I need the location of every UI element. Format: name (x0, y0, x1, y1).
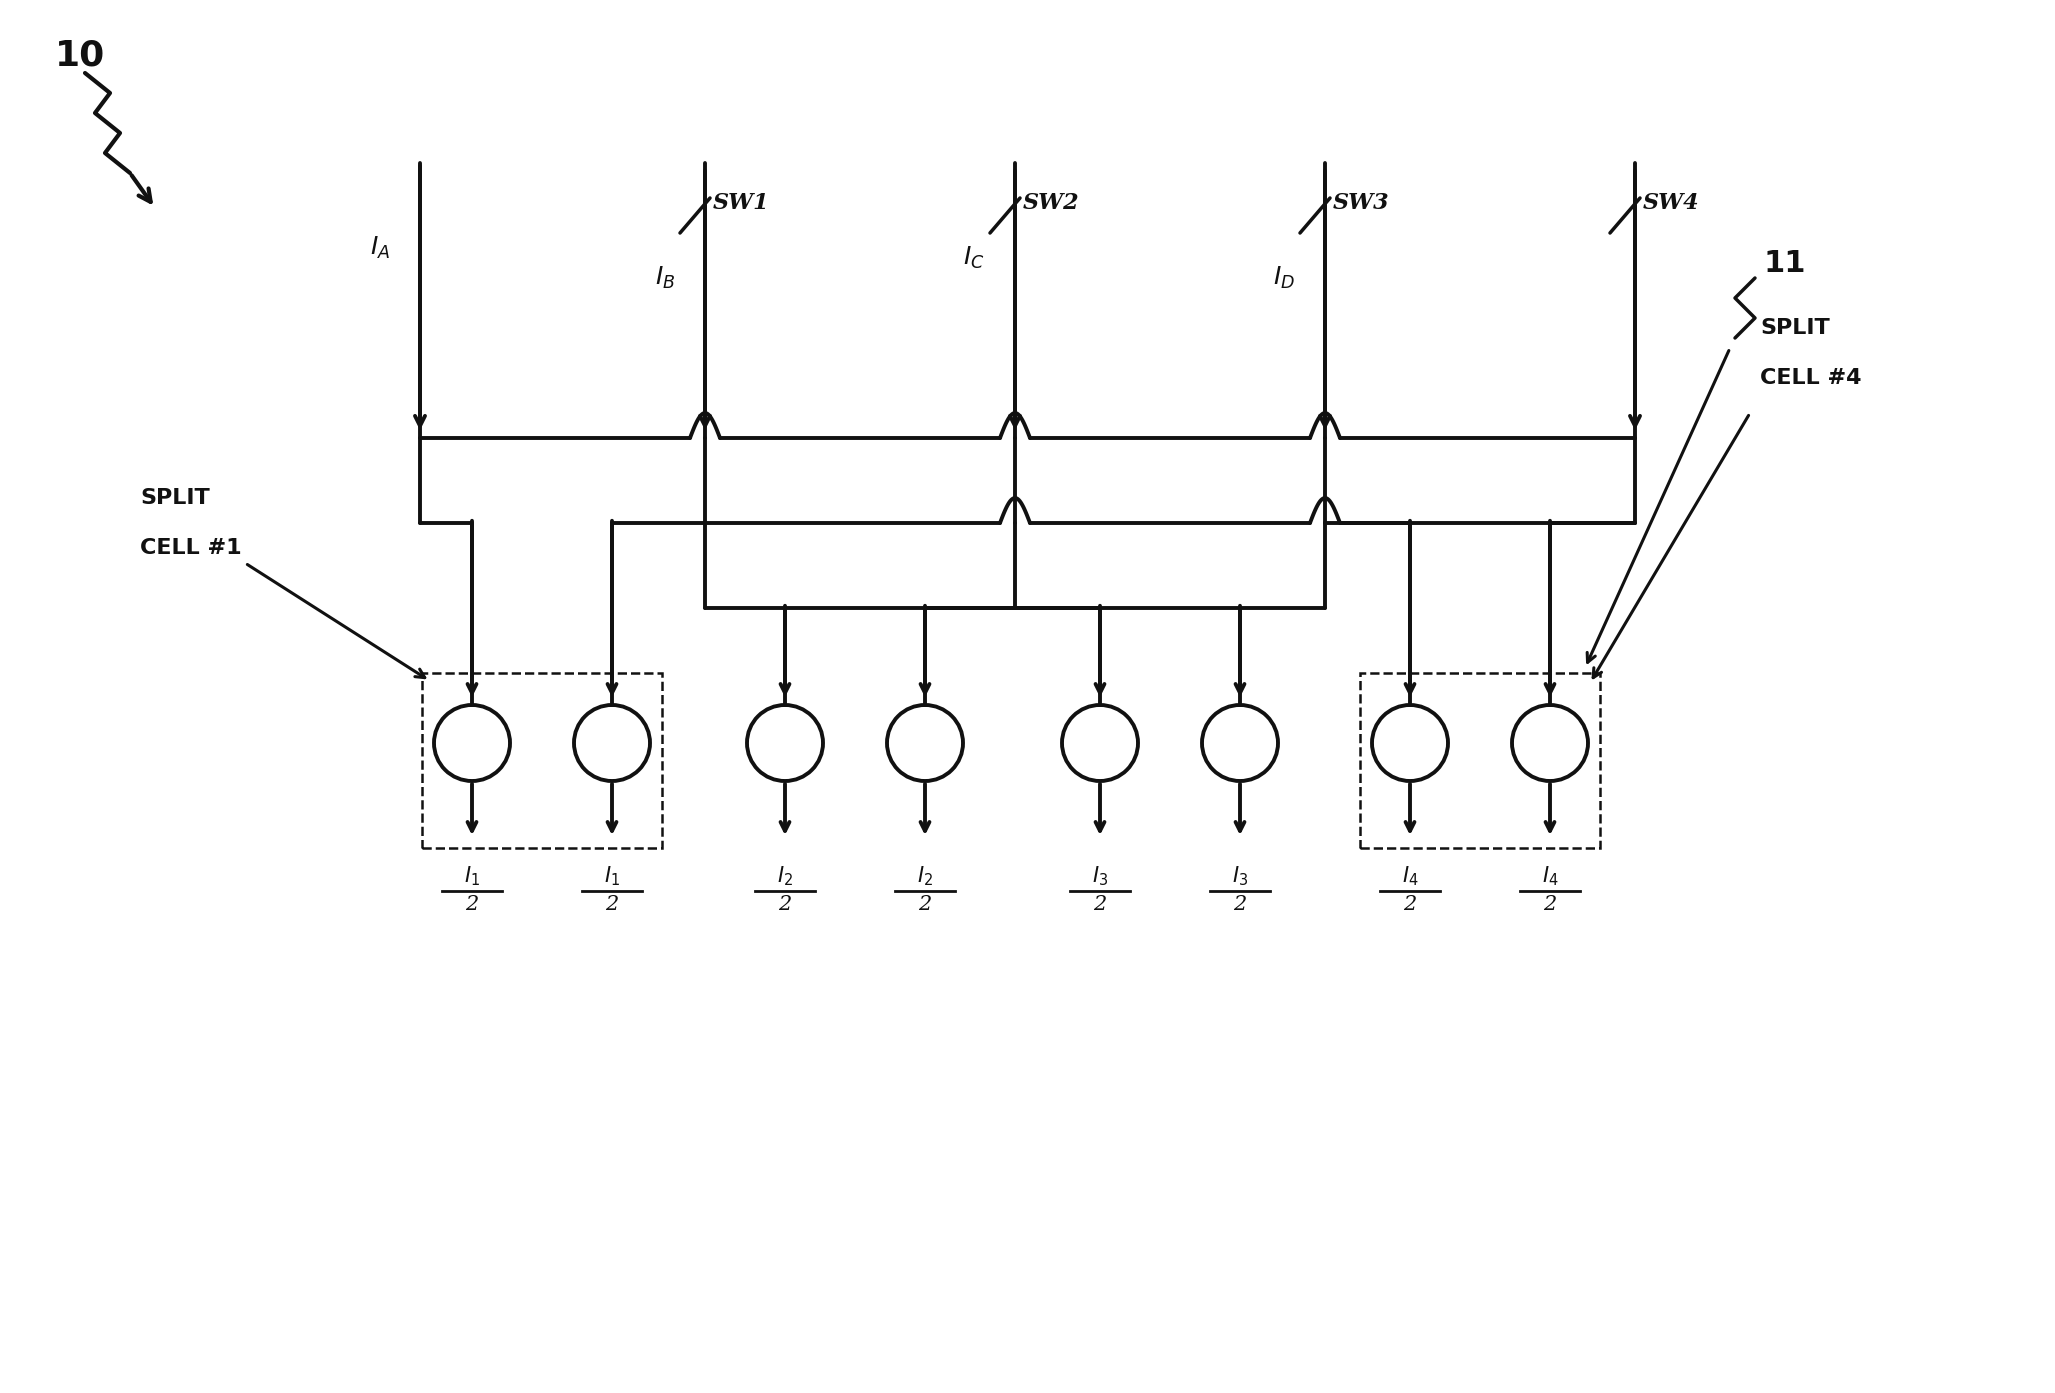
Text: $I_1$: $I_1$ (604, 865, 621, 887)
Text: SW3: SW3 (1334, 192, 1389, 215)
Text: SW2: SW2 (1023, 192, 1079, 215)
Text: $I_B$: $I_B$ (656, 265, 674, 291)
Text: CELL #4: CELL #4 (1759, 368, 1862, 389)
Text: 10: 10 (55, 38, 105, 72)
Text: $I_4$: $I_4$ (1541, 865, 1558, 887)
Text: SPLIT: SPLIT (140, 488, 210, 508)
Text: $I_3$: $I_3$ (1231, 865, 1247, 887)
Text: $I_4$: $I_4$ (1402, 865, 1418, 887)
Text: 2: 2 (606, 894, 619, 914)
Text: $I_A$: $I_A$ (370, 235, 390, 260)
Text: 2: 2 (1543, 894, 1556, 914)
Text: $I_2$: $I_2$ (777, 865, 793, 887)
Text: 2: 2 (1093, 894, 1108, 914)
Text: 2: 2 (1233, 894, 1247, 914)
Text: 2: 2 (779, 894, 791, 914)
Text: $I_2$: $I_2$ (917, 865, 933, 887)
Text: $I_C$: $I_C$ (964, 245, 984, 272)
Text: CELL #1: CELL #1 (140, 538, 242, 559)
Text: 2: 2 (1404, 894, 1416, 914)
Text: 2: 2 (919, 894, 931, 914)
Bar (421, 673, 662, 848)
Text: SPLIT: SPLIT (1759, 318, 1829, 338)
Text: SW1: SW1 (713, 192, 771, 215)
Text: SW4: SW4 (1644, 192, 1699, 215)
Bar (1360, 673, 1601, 848)
Text: 11: 11 (1763, 248, 1806, 277)
Text: $I_3$: $I_3$ (1091, 865, 1108, 887)
Text: $I_D$: $I_D$ (1272, 265, 1295, 291)
Text: $I_1$: $I_1$ (464, 865, 481, 887)
Text: 2: 2 (464, 894, 479, 914)
